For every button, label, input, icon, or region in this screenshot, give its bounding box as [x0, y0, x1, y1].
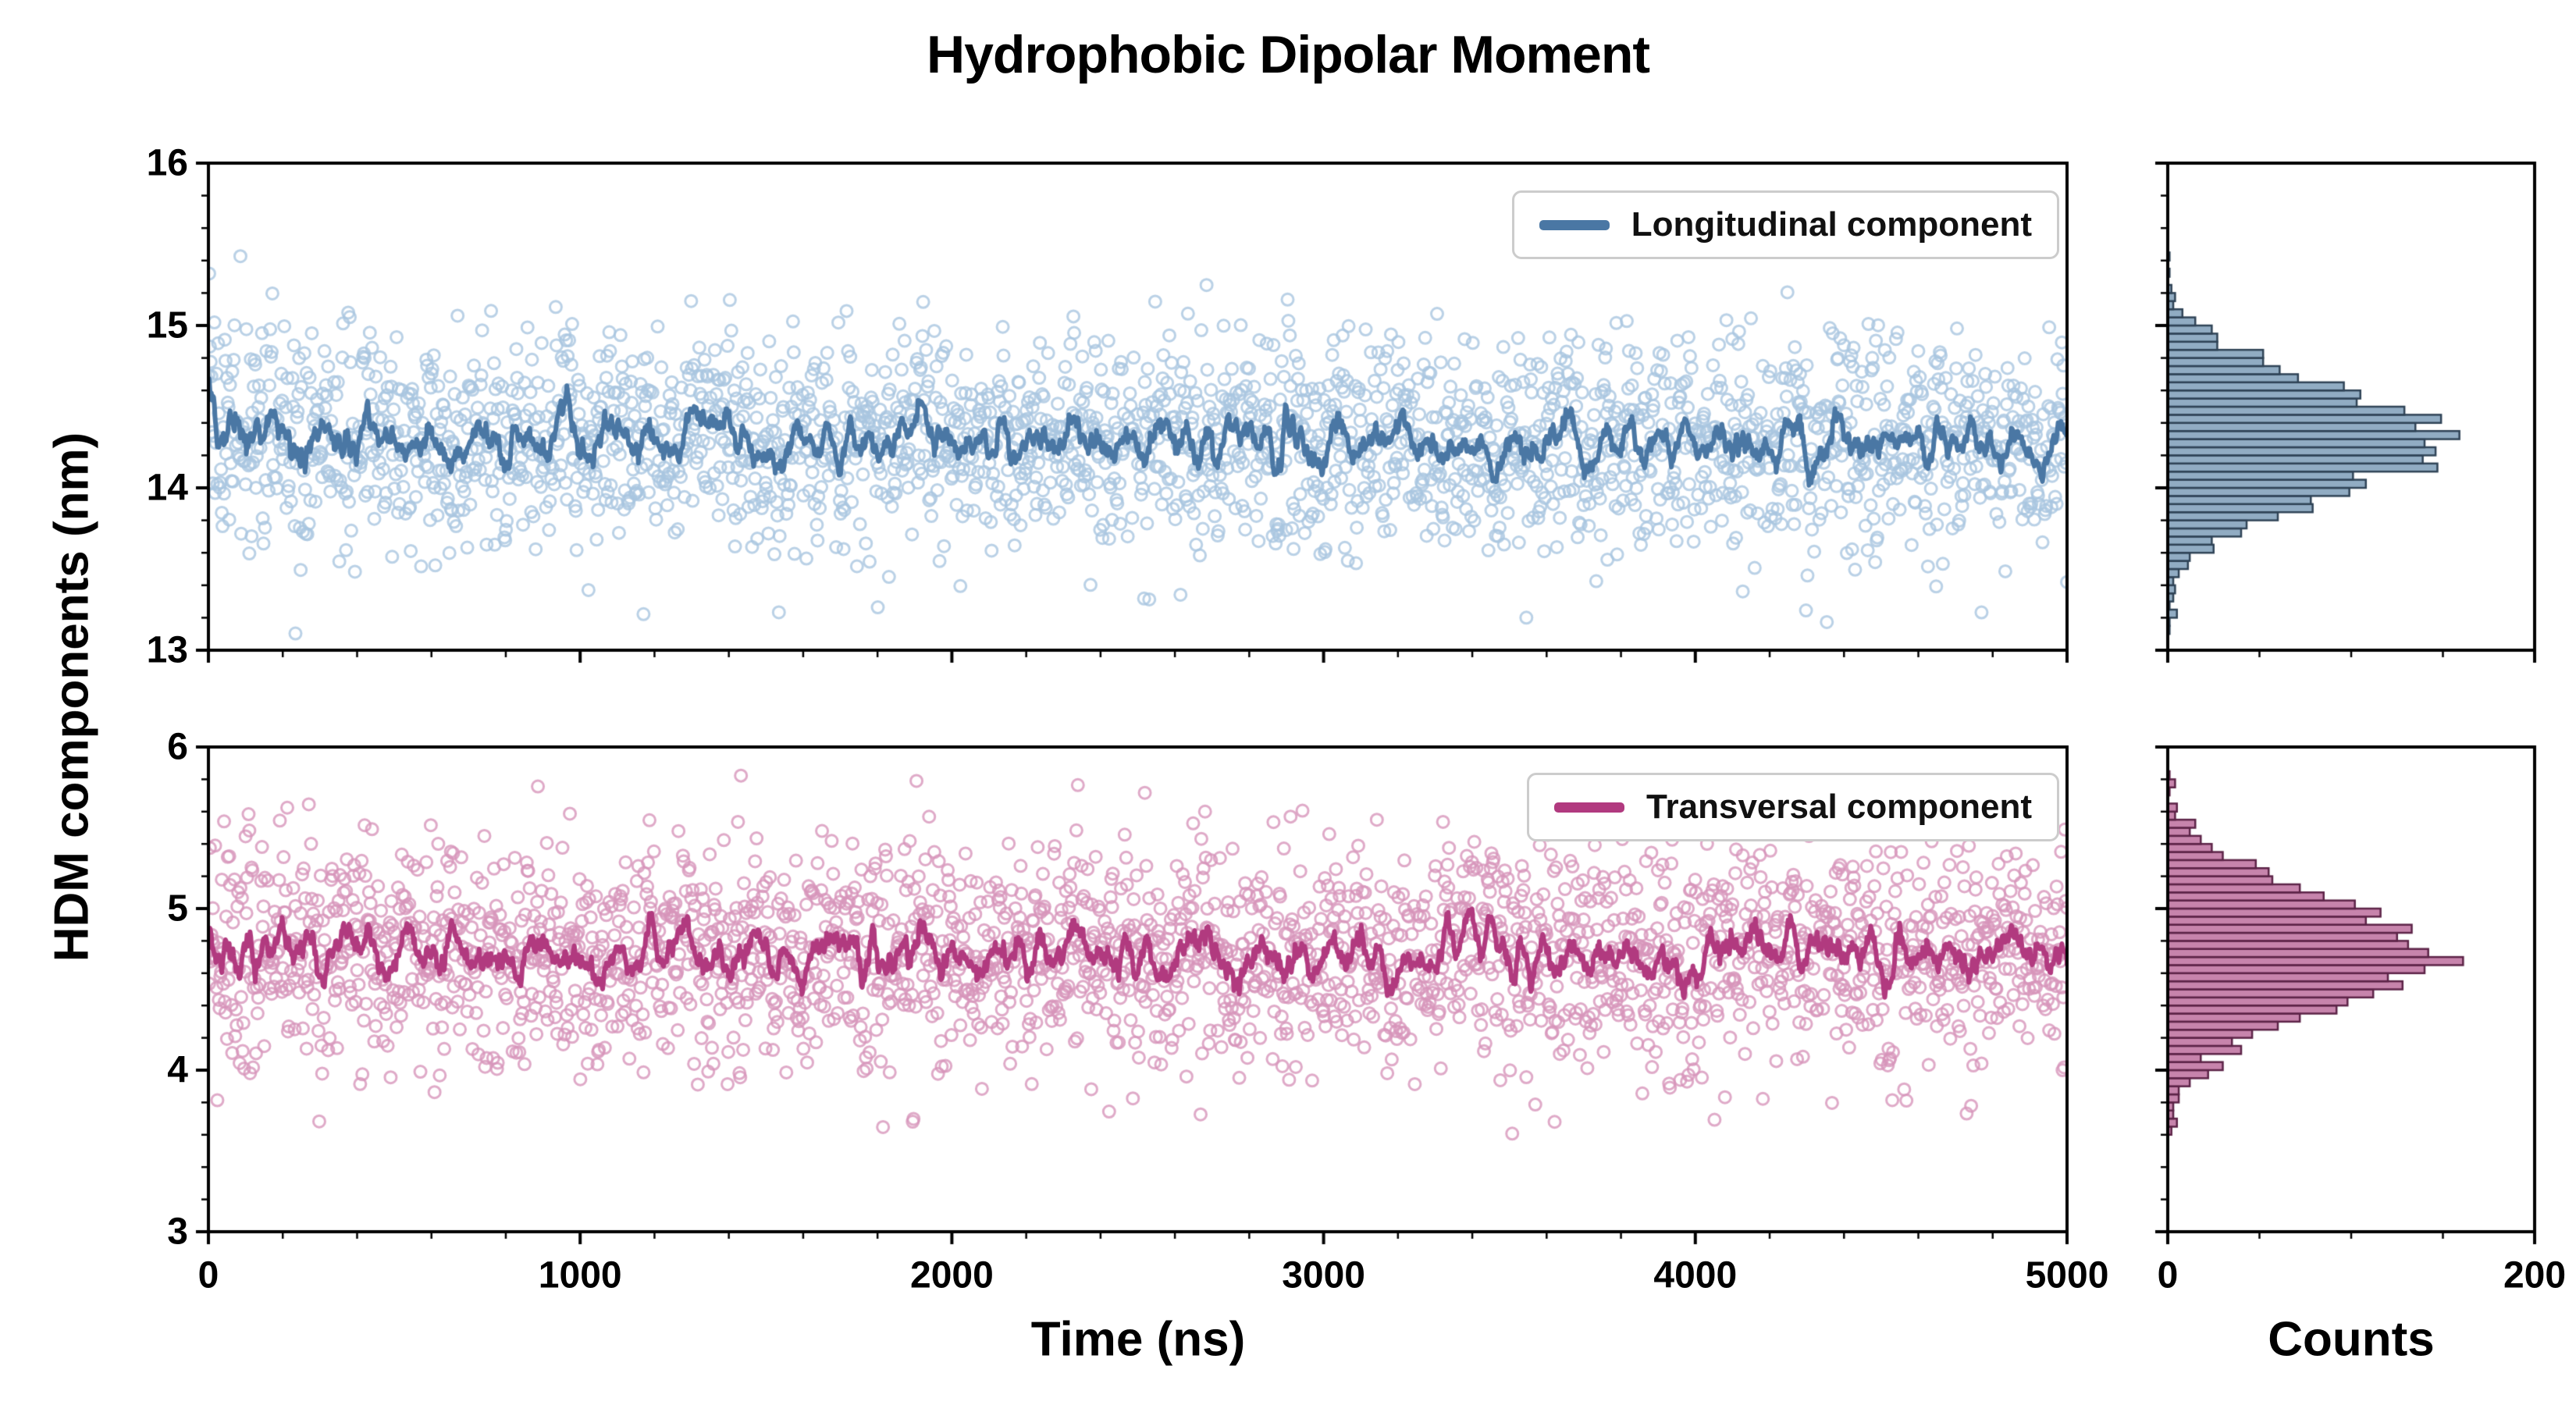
legend-transversal: Transversal component — [1527, 773, 2059, 841]
x-tick-label: 4000 — [1653, 1254, 1738, 1297]
legend-label: Longitudinal component — [1631, 205, 2032, 244]
y-tick-label: 3 — [167, 1211, 188, 1253]
y-tick-label: 6 — [167, 726, 188, 768]
y-tick-label: 13 — [146, 629, 188, 671]
y-tick-label: 5 — [167, 887, 188, 930]
counts-axis-label: Counts — [2268, 1312, 2435, 1367]
y-tick-label: 4 — [167, 1049, 188, 1091]
y-tick-label: 16 — [146, 142, 188, 184]
y-tick-label: 14 — [146, 467, 188, 509]
x-tick-label: 5000 — [2025, 1254, 2109, 1297]
legend-longitudinal: Longitudinal component — [1511, 190, 2059, 259]
counts-tick-label: 200 — [2503, 1254, 2567, 1297]
y-axis-label: HDM components (nm) — [44, 432, 99, 962]
legend-line-swatch — [1554, 802, 1625, 813]
x-tick-label: 0 — [197, 1254, 219, 1297]
legend-label: Transversal component — [1646, 788, 2032, 826]
y-tick-label: 15 — [146, 304, 188, 347]
counts-tick-label: 0 — [2157, 1254, 2179, 1297]
x-tick-label: 1000 — [538, 1254, 622, 1297]
x-axis-label: Time (ns) — [1030, 1312, 1246, 1367]
legend-line-swatch — [1539, 219, 1610, 230]
x-tick-label: 3000 — [1282, 1254, 1365, 1297]
figure-title: Hydrophobic Dipolar Moment — [927, 25, 1650, 84]
x-tick-label: 2000 — [910, 1254, 994, 1297]
